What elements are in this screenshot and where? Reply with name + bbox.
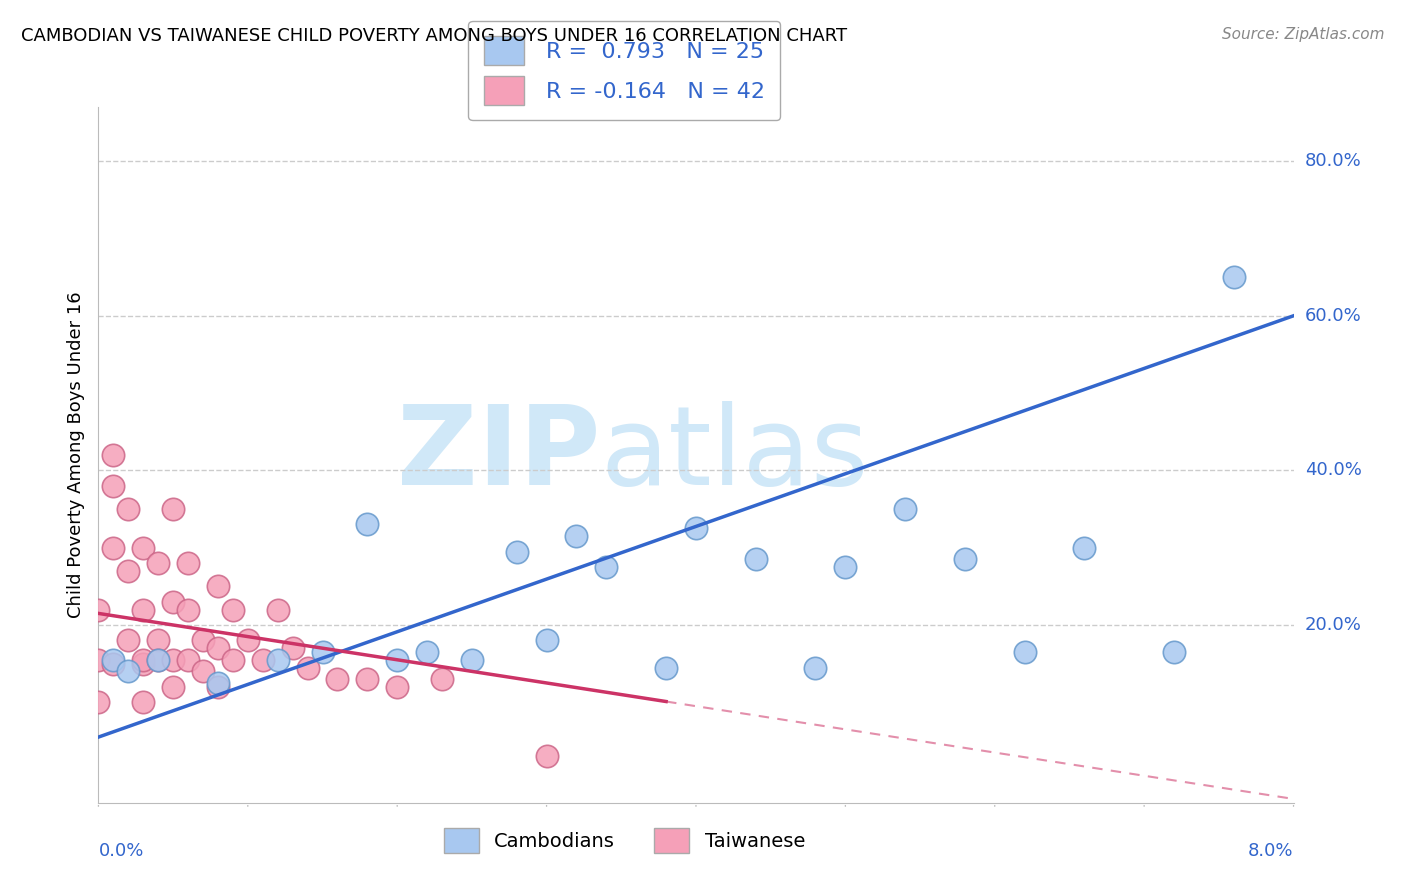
Point: [177, 556, 200, 570]
Point: [132, 695, 155, 709]
Point: [191, 633, 214, 648]
Point: [177, 602, 200, 616]
Point: [132, 541, 155, 555]
Point: [685, 521, 707, 535]
Point: [148, 556, 170, 570]
Point: [162, 502, 184, 516]
Point: [297, 660, 319, 674]
Point: [177, 653, 200, 667]
Point: [267, 602, 290, 616]
Point: [222, 653, 245, 667]
Point: [117, 633, 139, 648]
Y-axis label: Child Poverty Among Boys Under 16: Child Poverty Among Boys Under 16: [66, 292, 84, 618]
Point: [1223, 270, 1246, 285]
Point: [953, 552, 976, 566]
Text: 0.0%: 0.0%: [98, 842, 143, 860]
Point: [655, 660, 678, 674]
Point: [103, 541, 125, 555]
Point: [326, 672, 349, 686]
Point: [804, 660, 827, 674]
Point: [385, 680, 409, 694]
Point: [894, 502, 917, 516]
Point: [1014, 645, 1036, 659]
Point: [222, 602, 245, 616]
Point: [267, 653, 290, 667]
Point: [132, 602, 155, 616]
Point: [117, 502, 139, 516]
Text: 80.0%: 80.0%: [1305, 153, 1361, 170]
Point: [103, 657, 125, 671]
Point: [1073, 541, 1095, 555]
Point: [207, 641, 229, 656]
Point: [87, 695, 110, 709]
Point: [834, 560, 856, 574]
Point: [311, 645, 333, 659]
Text: 20.0%: 20.0%: [1305, 616, 1361, 634]
Text: 8.0%: 8.0%: [1249, 842, 1294, 860]
Point: [416, 645, 439, 659]
Point: [103, 653, 125, 667]
Point: [207, 680, 229, 694]
Point: [103, 479, 125, 493]
Point: [356, 672, 378, 686]
Text: atlas: atlas: [600, 401, 869, 508]
Point: [148, 633, 170, 648]
Point: [117, 665, 139, 679]
Point: [148, 653, 170, 667]
Point: [430, 672, 453, 686]
Point: [207, 676, 229, 690]
Point: [117, 564, 139, 578]
Point: [356, 517, 378, 532]
Point: [745, 552, 768, 566]
Text: 60.0%: 60.0%: [1305, 307, 1361, 325]
Point: [1163, 645, 1185, 659]
Point: [162, 653, 184, 667]
Point: [252, 653, 274, 667]
Text: ZIP: ZIP: [396, 401, 600, 508]
Point: [207, 579, 229, 593]
Point: [132, 653, 155, 667]
Text: CAMBODIAN VS TAIWANESE CHILD POVERTY AMONG BOYS UNDER 16 CORRELATION CHART: CAMBODIAN VS TAIWANESE CHILD POVERTY AMO…: [21, 27, 848, 45]
Point: [281, 641, 304, 656]
Point: [103, 448, 125, 462]
Point: [385, 653, 409, 667]
Point: [191, 665, 214, 679]
Point: [162, 680, 184, 694]
Text: 40.0%: 40.0%: [1305, 461, 1361, 479]
Point: [461, 653, 484, 667]
Text: Source: ZipAtlas.com: Source: ZipAtlas.com: [1222, 27, 1385, 42]
Point: [132, 657, 155, 671]
Point: [87, 653, 110, 667]
Legend: Cambodians, Taiwanese: Cambodians, Taiwanese: [434, 818, 814, 863]
Point: [148, 653, 170, 667]
Point: [87, 602, 110, 616]
Point: [536, 633, 558, 648]
Point: [236, 633, 259, 648]
Point: [536, 749, 558, 764]
Point: [565, 529, 588, 543]
Point: [506, 544, 529, 558]
Point: [162, 595, 184, 609]
Point: [595, 560, 617, 574]
